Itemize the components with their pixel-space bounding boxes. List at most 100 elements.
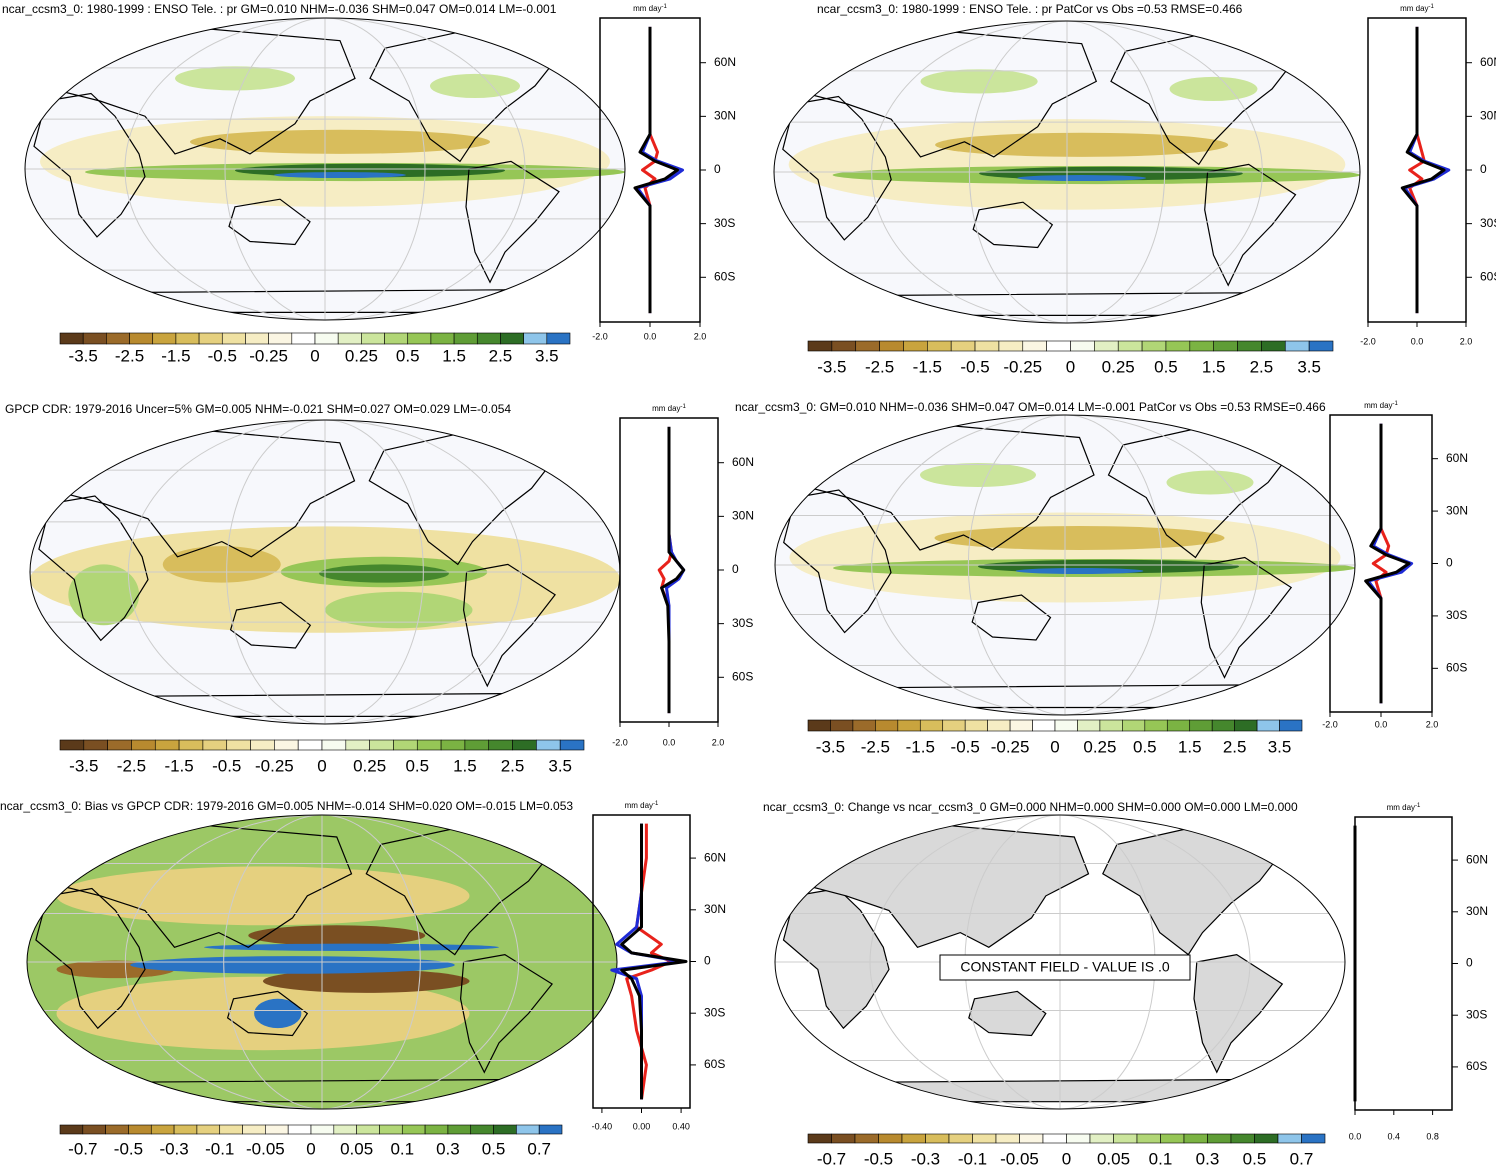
precip-field <box>1015 568 1144 574</box>
colorbar-swatch <box>855 340 880 352</box>
x-tick-label: 2.0 <box>712 737 725 747</box>
coastline <box>33 92 146 238</box>
panel: ncar_ccsm3_0: 1980-1999 : ENSO Tele. : p… <box>773 2 1496 376</box>
map-border <box>774 814 1346 1110</box>
y-tick-label: 30N <box>1466 904 1488 918</box>
colorbar-swatch <box>59 332 84 345</box>
colorbar-swatch <box>1160 1133 1185 1144</box>
colorbar-swatch <box>903 340 928 352</box>
colorbar-label: 3.5 <box>535 346 559 365</box>
colorbar-swatch <box>416 739 442 751</box>
colorbar-swatch <box>1207 1133 1232 1144</box>
precip-field <box>274 172 406 179</box>
colorbar-swatch <box>83 739 108 751</box>
precip-field <box>934 526 1225 550</box>
colorbar-swatch <box>476 332 501 345</box>
colorbar-swatch <box>265 1124 289 1135</box>
colorbar-label: -1.5 <box>161 346 190 365</box>
x-tick-label: 2.0 <box>694 331 707 341</box>
colorbar-label: -0.1 <box>205 1139 234 1158</box>
y-tick-label: 0 <box>1480 162 1487 176</box>
colorbar-label: -0.05 <box>246 1139 285 1158</box>
colorbar-swatch <box>226 739 251 751</box>
precip-field <box>920 69 1038 94</box>
colorbar-label: 0.05 <box>340 1139 373 1158</box>
panel: ncar_ccsm3_0: Change vs ncar_ccsm3_0 GM=… <box>763 800 1488 1167</box>
colorbar-swatch <box>1019 1133 1044 1144</box>
colorbar-label: 0.5 <box>1133 737 1157 756</box>
colorbar-swatch <box>333 1124 357 1135</box>
colorbar-swatch <box>440 739 466 751</box>
colorbar-swatch <box>82 1124 106 1135</box>
colorbar-label: 0.25 <box>1102 357 1135 376</box>
colorbar-swatch <box>314 332 339 345</box>
precip-field <box>263 969 470 993</box>
y-tick-label: 60N <box>732 455 754 469</box>
y-tick-label: 60N <box>714 55 736 69</box>
colorbar-label: 1.5 <box>442 346 466 365</box>
y-tick-label: 30S <box>1480 216 1496 230</box>
colorbar-swatch <box>1046 340 1071 352</box>
y-tick-label: 30S <box>714 216 735 230</box>
coastline <box>533 828 589 868</box>
precip-field <box>1166 470 1254 495</box>
zonal-mean-line <box>1400 26 1446 314</box>
colorbar-swatch <box>807 719 831 732</box>
colorbar-swatch <box>1189 719 1213 732</box>
coastline <box>1200 556 1293 679</box>
colorbar-swatch <box>559 739 585 751</box>
y-tick-label: 30N <box>1446 503 1468 517</box>
colorbar-swatch <box>268 332 293 345</box>
unit-label: mm day-1 <box>652 404 686 414</box>
precip-field <box>162 546 281 583</box>
colorbar-swatch <box>1237 340 1262 352</box>
colorbar-swatch <box>493 1124 517 1135</box>
y-tick-label: 0 <box>714 162 721 176</box>
colorbar-swatch <box>242 1124 266 1135</box>
colorbar-label: -0.7 <box>817 1149 846 1167</box>
colorbar-label: 0.3 <box>1196 1149 1220 1167</box>
colorbar-label: 0.1 <box>1149 1149 1173 1167</box>
zonal-mean-line <box>1364 423 1411 704</box>
colorbar-swatch <box>1066 1133 1091 1144</box>
precip-field <box>319 564 449 583</box>
colorbar-swatch <box>897 719 921 732</box>
y-tick-label: 60N <box>1466 852 1488 866</box>
colorbar-swatch <box>274 739 299 751</box>
colorbar-swatch <box>964 719 988 732</box>
colorbar-swatch <box>219 1124 243 1135</box>
colorbar-swatch <box>221 332 246 345</box>
coastline <box>971 594 1052 641</box>
colorbar-swatch <box>1099 719 1123 732</box>
precip-field <box>204 943 499 951</box>
colorbar-swatch <box>150 1124 175 1135</box>
y-tick-label: 30S <box>704 1005 725 1019</box>
colorbar-swatch <box>1301 1133 1326 1144</box>
colorbar-label: -3.5 <box>69 346 98 365</box>
map-border <box>773 20 1361 324</box>
colorbar-swatch <box>1165 340 1191 352</box>
colorbar-swatch <box>196 1124 221 1135</box>
panel: GPCP CDR: 1979-2016 Uncer=5% GM=0.005 NH… <box>5 402 754 775</box>
colorbar-swatch <box>852 719 876 732</box>
coastline <box>831 1079 1232 1103</box>
colorbar-swatch <box>384 332 409 345</box>
colorbar-swatch <box>1211 719 1235 732</box>
colorbar-swatch <box>202 739 228 751</box>
unit-label: mm day-1 <box>633 4 667 14</box>
colorbar-label: 2.5 <box>1250 357 1274 376</box>
colorbar-swatch <box>297 739 323 751</box>
colorbar-swatch <box>154 739 180 751</box>
colorbar-label: -0.5 <box>212 756 241 775</box>
colorbar-swatch <box>1136 1133 1161 1144</box>
colorbar-swatch <box>287 1124 312 1135</box>
zonal-mean-line <box>625 823 673 1100</box>
y-tick-label: 0 <box>1446 556 1453 570</box>
colorbar-label: 3.5 <box>548 756 572 775</box>
zonal-mean-line <box>633 26 679 314</box>
colorbar-swatch <box>1094 340 1119 352</box>
colorbar-swatch <box>488 739 513 751</box>
colorbar-swatch <box>131 739 156 751</box>
colorbar-swatch <box>523 332 548 345</box>
